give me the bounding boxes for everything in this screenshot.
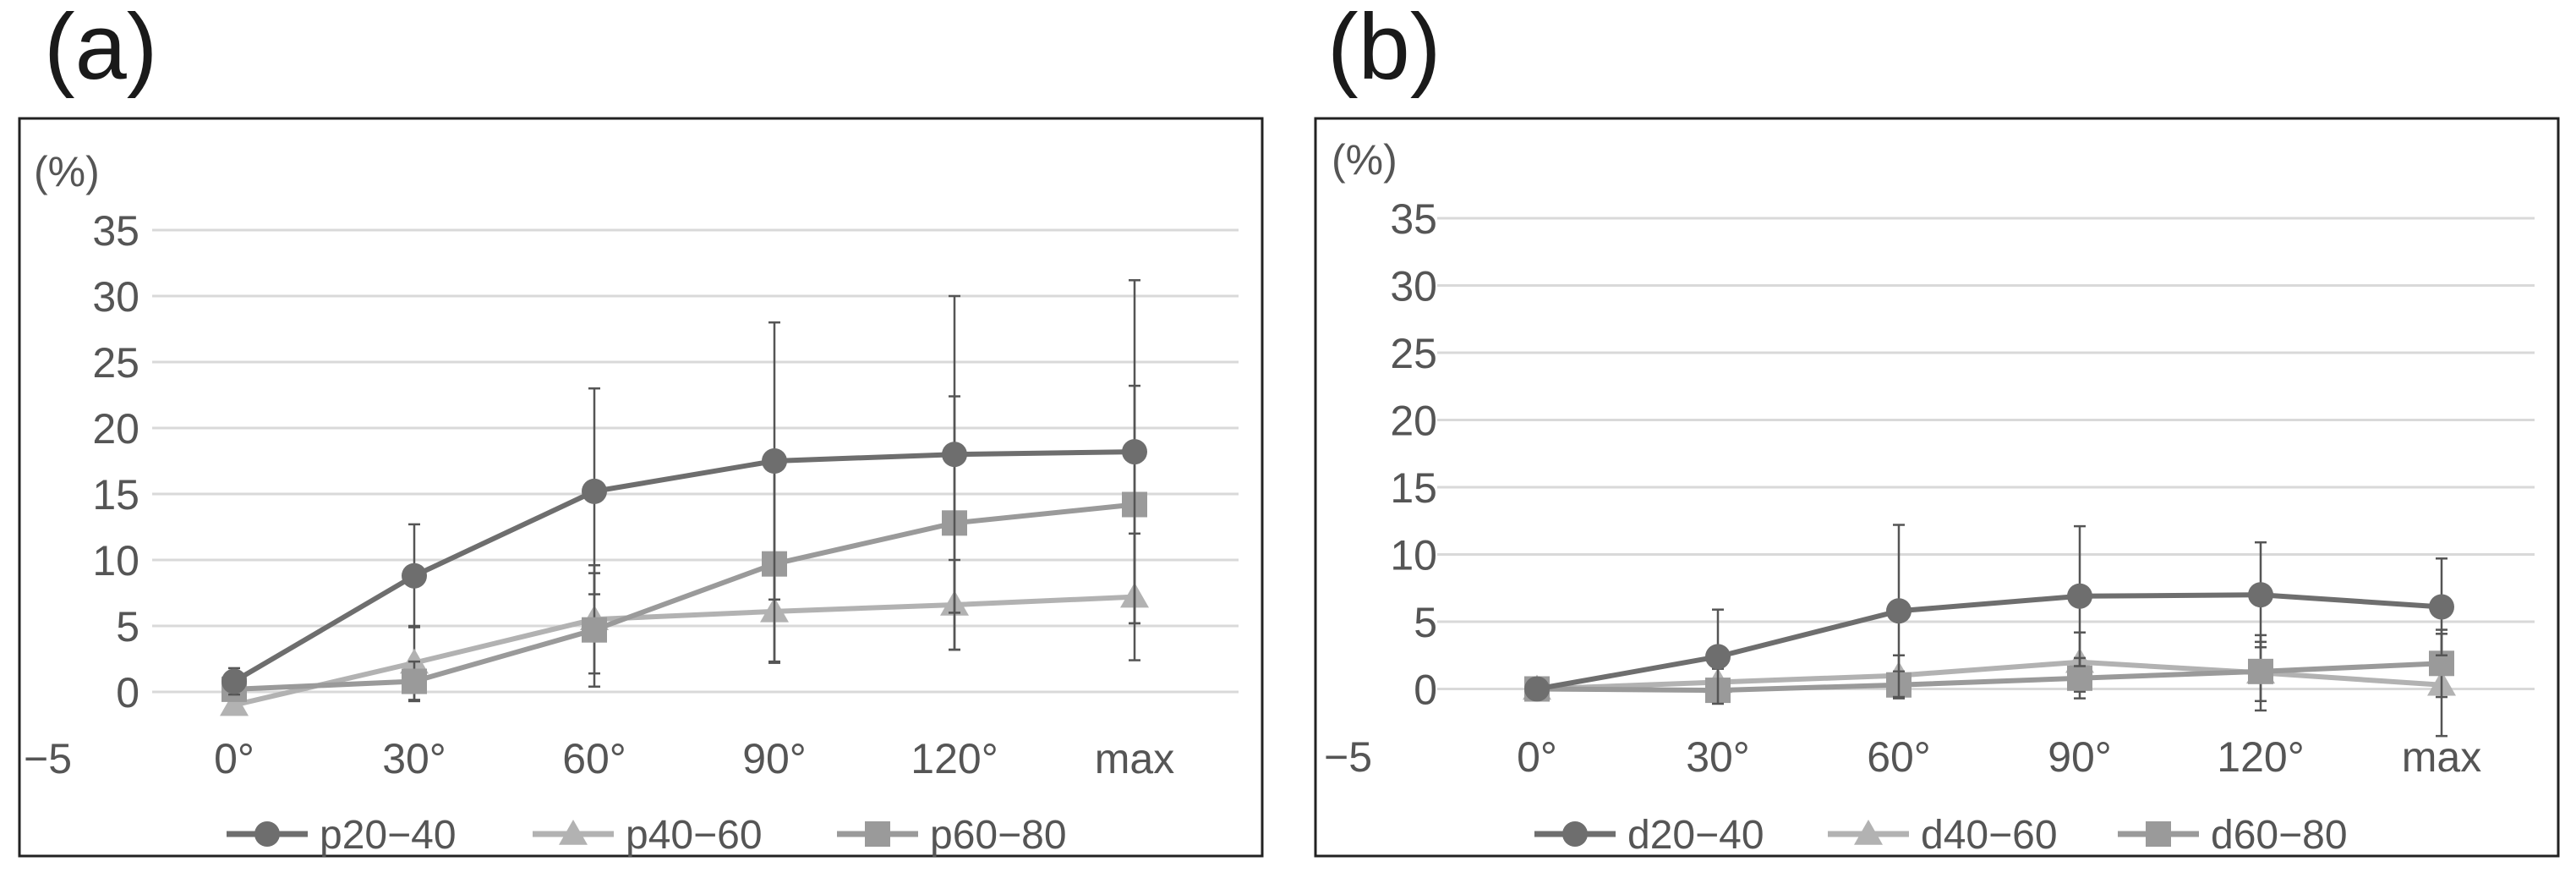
panel-a-ytick-label: 30 [92,273,139,321]
panel-a-ytick-label: −5 [24,735,72,782]
panel-b-legend-marker [2146,821,2171,847]
panel-b-ytick-label: 15 [1390,464,1437,512]
panel-b-data-point [1524,676,1550,702]
panel-a-legend-label: p20−40 [320,813,457,858]
panel-a-data-point [1122,439,1147,465]
panel-b-data-point [2067,583,2092,609]
panel-a-ytick-label: 35 [92,207,139,255]
panel-b-ytick-label: 5 [1414,599,1437,646]
panel-a-data-point [762,448,787,474]
panel-a-series-line [233,502,1135,692]
panel-b-frame [1314,117,2560,858]
panel-a-legend-label: p60−80 [930,813,1067,858]
panel-b-data-point [2248,658,2273,684]
panel-a-series-line [233,594,1135,708]
panel-b-legend-label: d40−60 [1921,813,2058,858]
panel-a-xtick-label: 90° [742,735,807,782]
panel-a-data-point [222,668,247,694]
panel-a-ytick-label: 20 [92,405,139,453]
panel-b-series-line [1536,659,2442,692]
panel-a-data-point [582,478,607,504]
panel-a-xtick-label: 60° [562,735,626,782]
panel-a-xtick-label: 0° [214,735,254,782]
panel-a-data-point [220,690,249,716]
panel-b-legend-label: d20−40 [1627,813,1764,858]
panel-b-legend-label: d60−80 [2211,813,2348,858]
panel-a-ytick-label: 15 [92,471,139,519]
panel-a-ytick-label: 5 [116,603,139,650]
panel-a-y-unit-label: (%) [34,148,100,195]
panel-b-ytick-label: 35 [1390,195,1437,243]
panel-a-xtick-label: 30° [382,735,446,782]
panel-b-xtick-label: 30° [1686,733,1750,781]
panel-b-ytick-label: 30 [1390,263,1437,310]
panel-b-series-0 [1524,524,2454,705]
panel-b-data-point [2248,582,2273,608]
panel-b-xtick-label: 0° [1517,733,1557,781]
panel-b-ytick-label: 20 [1390,398,1437,445]
panel-a-series-line [232,449,1135,684]
panel-b-series-line [1536,592,2442,692]
panel-a-data-point [402,668,427,694]
panel-a-series-0 [222,279,1147,696]
panel-a-data-point [582,617,607,643]
panel-a-xtick-label: 120° [911,735,998,782]
panel-b-series-1 [1523,631,2456,738]
panel-a-data-point [942,442,967,468]
panel-b-label: (b) [1327,0,1441,99]
panel-b-ytick-label: 25 [1390,330,1437,377]
panel-a-ytick-label: 0 [116,669,139,716]
panel-b-xtick-label: 60° [1867,733,1931,781]
panel-b-xtick-label: max [2402,733,2481,781]
panel-a-legend-marker [254,821,280,847]
panel-b-series-line [1536,661,2442,694]
panel-a-xtick-label: max [1095,735,1174,782]
panel-b-data-point [1886,598,1911,624]
panel-b-y-unit-label: (%) [1332,136,1397,184]
panel-a-legend-label: p40−60 [626,813,763,858]
panel-a-legend-marker [559,820,588,845]
panel-a-ytick-label: 25 [92,339,139,387]
panel-a-ytick-label: 10 [92,537,139,584]
panel-a-series-2 [222,384,1147,703]
panel-a-data-point [402,562,427,589]
panel-b-data-point [2429,594,2454,620]
panel-b-legend-marker [1562,821,1588,847]
panel-b-legend-marker [1854,820,1883,845]
panel-b-ytick-label: −5 [1324,733,1372,781]
panel-a-label: (a) [44,0,158,99]
panel-b-xtick-label: 120° [2217,733,2304,781]
panel-b-ytick-label: 10 [1390,532,1437,579]
panel-b-xtick-label: 90° [2048,733,2112,781]
panel-a-legend-marker [865,821,890,847]
panel-b-data-point [1705,644,1731,670]
panel-a-frame [18,117,1264,858]
panel-b-data-point [2067,665,2092,691]
panel-b-ytick-label: 0 [1414,667,1437,714]
